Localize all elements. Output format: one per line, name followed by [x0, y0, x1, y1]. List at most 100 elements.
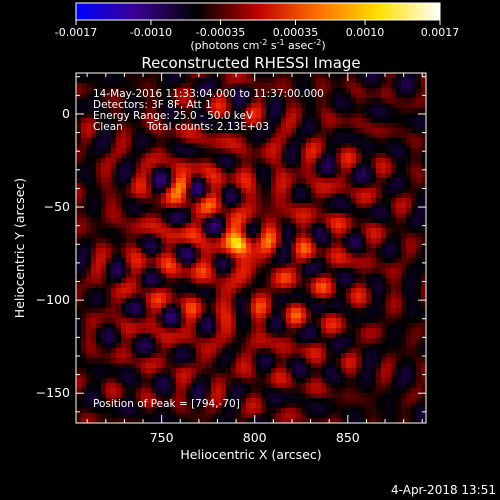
heatmap-cell [326, 293, 332, 299]
heatmap-cell [246, 418, 252, 423]
heatmap-cell [356, 388, 362, 394]
heatmap-cell [276, 78, 282, 84]
heatmap-cell [301, 278, 307, 284]
heatmap-cell [421, 348, 426, 354]
heatmap-cell [206, 203, 212, 209]
heatmap-cell [411, 198, 417, 204]
heatmap-cell [361, 323, 367, 329]
heatmap-cell [226, 203, 232, 209]
heatmap-cell [151, 168, 157, 174]
heatmap-cell [391, 178, 397, 184]
heatmap-cell [331, 83, 337, 89]
heatmap-cell [76, 323, 82, 329]
heatmap-cell [146, 108, 152, 114]
heatmap-cell [361, 408, 367, 414]
heatmap-cell [206, 323, 212, 329]
heatmap-cell [196, 313, 202, 319]
heatmap-cell [216, 268, 222, 274]
heatmap-cell [206, 108, 212, 114]
heatmap-cell [131, 148, 137, 154]
heatmap-cell [126, 408, 132, 414]
heatmap-cell [291, 198, 297, 204]
plot-frame [75, 72, 427, 424]
heatmap-cell [181, 303, 187, 309]
heatmap-cell [111, 408, 117, 414]
heatmap-cell [201, 258, 207, 264]
heatmap-cell [256, 158, 262, 164]
heatmap-cell [106, 308, 112, 314]
heatmap-cell [366, 143, 372, 149]
heatmap-cell [256, 258, 262, 264]
heatmap-cell [381, 173, 387, 179]
heatmap-cell [321, 148, 327, 154]
heatmap-cell [296, 123, 302, 129]
heatmap-cell [246, 228, 252, 234]
heatmap-cell [146, 378, 152, 384]
heatmap-cell [261, 73, 267, 79]
heatmap-cell [181, 403, 187, 409]
heatmap-cell [281, 268, 287, 274]
heatmap-cell [411, 293, 417, 299]
heatmap-cell [386, 383, 392, 389]
heatmap-cell [141, 308, 147, 314]
heatmap-cell [311, 333, 317, 339]
heatmap-cell [326, 128, 332, 134]
heatmap-cell [296, 113, 302, 119]
heatmap-cell [176, 358, 182, 364]
heatmap-cell [106, 333, 112, 339]
heatmap-cell [81, 268, 87, 274]
heatmap-cell [356, 263, 362, 269]
heatmap-cell [166, 298, 172, 304]
heatmap-cell [301, 313, 307, 319]
heatmap-cell [366, 183, 372, 189]
heatmap-cell [396, 143, 402, 149]
heatmap-cell [166, 113, 172, 119]
heatmap-cell [91, 278, 97, 284]
heatmap-cell [231, 413, 237, 419]
heatmap-cell [396, 253, 402, 259]
heatmap-cell [286, 303, 292, 309]
heatmap-cell [376, 168, 382, 174]
heatmap-cell [266, 323, 272, 329]
heatmap-cell [216, 213, 222, 219]
heatmap-cell [301, 283, 307, 289]
heatmap-cell [221, 398, 227, 404]
heatmap-cell [191, 128, 197, 134]
heatmap-cell [241, 138, 247, 144]
heatmap-cell [131, 358, 137, 364]
heatmap-cell [306, 98, 312, 104]
heatmap-cell [386, 128, 392, 134]
heatmap-cell [271, 253, 277, 259]
heatmap-cell [411, 178, 417, 184]
heatmap-cell [296, 263, 302, 269]
heatmap-cell [131, 328, 137, 334]
heatmap-cell [136, 238, 142, 244]
heatmap-cell [176, 278, 182, 284]
heatmap-cell [96, 193, 102, 199]
heatmap-cell [76, 158, 82, 164]
heatmap-cell [411, 223, 417, 229]
heatmap-cell [166, 393, 172, 399]
heatmap-cell [76, 113, 82, 119]
heatmap-cell [161, 308, 167, 314]
heatmap-cell [361, 178, 367, 184]
heatmap-cell [311, 158, 317, 164]
heatmap-cell [111, 363, 117, 369]
heatmap-cell [206, 103, 212, 109]
heatmap-cell [296, 303, 302, 309]
heatmap-cell [396, 363, 402, 369]
heatmap-cell [246, 158, 252, 164]
heatmap-cell [106, 318, 112, 324]
heatmap-cell [126, 308, 132, 314]
heatmap-cell [286, 413, 292, 419]
heatmap-cell [101, 93, 107, 99]
heatmap-cell [151, 283, 157, 289]
heatmap-cell [356, 373, 362, 379]
heatmap-cell [371, 378, 377, 384]
heatmap-cell [321, 103, 327, 109]
heatmap-cell [416, 243, 422, 249]
heatmap-cell [381, 218, 387, 224]
heatmap-cell [86, 373, 92, 379]
heatmap-cell [301, 333, 307, 339]
heatmap-cell [301, 353, 307, 359]
